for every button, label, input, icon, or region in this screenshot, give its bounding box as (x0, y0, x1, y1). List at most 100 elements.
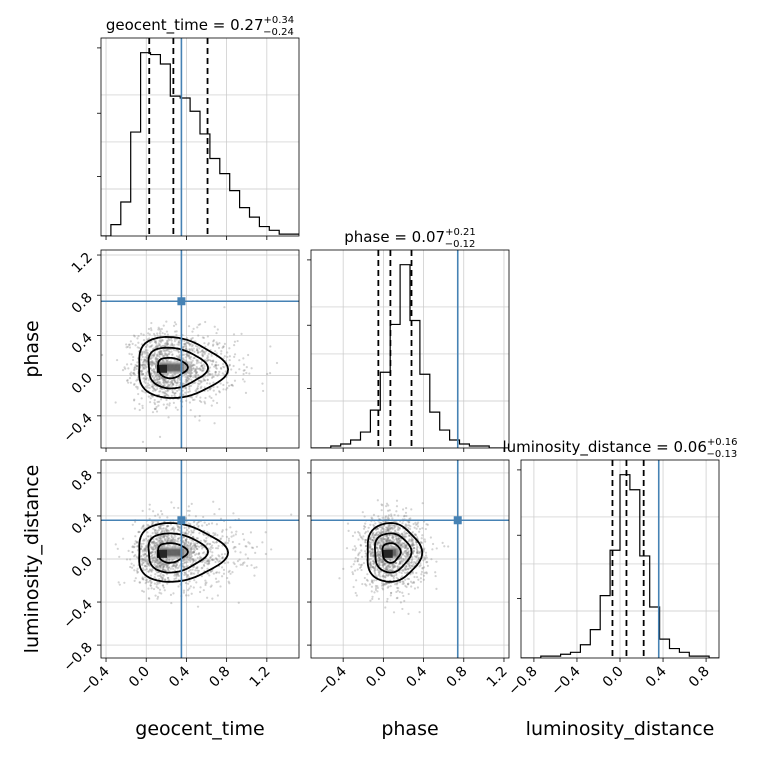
scatter-point (379, 558, 382, 561)
scatter-point (169, 593, 173, 597)
scatter-point (166, 388, 169, 392)
scatter-point (162, 380, 166, 383)
scatter-point (397, 542, 401, 546)
scatter-point (228, 384, 231, 387)
scatter-point (151, 385, 155, 388)
scatter-point (371, 550, 374, 553)
scatter-point (198, 323, 202, 326)
scatter-point (390, 574, 393, 577)
scatter-point (418, 557, 421, 560)
scatter-point (150, 360, 153, 364)
scatter-point (206, 542, 210, 545)
scatter-point (157, 582, 160, 585)
scatter-point (150, 570, 153, 573)
scatter-point (184, 387, 187, 390)
scatter-point (378, 563, 381, 566)
scatter-point (405, 585, 408, 589)
scatter-point (156, 538, 159, 542)
scatter-point (157, 565, 160, 569)
scatter-point (201, 560, 204, 564)
scatter-point (174, 406, 177, 409)
scatter-point (165, 573, 169, 576)
scatter-point (164, 380, 167, 383)
scatter-point (214, 363, 217, 366)
scatter-point (189, 559, 192, 562)
scatter-point (387, 573, 390, 577)
scatter-point (370, 579, 374, 582)
scatter-point (401, 557, 405, 561)
scatter-point (159, 390, 162, 393)
scatter-point (376, 543, 379, 546)
scatter-point (162, 566, 165, 569)
scatter-point (159, 541, 162, 544)
scatter-point (128, 346, 132, 349)
scatter-point (158, 376, 161, 380)
scatter-point (140, 370, 143, 373)
scatter-point (411, 544, 414, 547)
scatter-point (192, 548, 195, 551)
scatter-point (166, 582, 169, 585)
scatter-point (381, 561, 384, 564)
scatter-point (192, 531, 195, 534)
scatter-point (184, 594, 188, 597)
scatter-point (290, 513, 293, 516)
scatter-point (378, 553, 381, 557)
scatter-point (400, 543, 403, 546)
scatter-point (162, 523, 165, 527)
scatter-point (186, 341, 189, 344)
scatter-point (200, 364, 203, 367)
scatter-point (411, 565, 414, 568)
scatter-point (183, 339, 186, 342)
scatter-point (200, 575, 203, 578)
scatter-point (405, 544, 408, 548)
scatter-point (172, 374, 175, 378)
x-axis-label-luminosity-distance: luminosity_distance (526, 718, 715, 740)
scatter-point (150, 541, 153, 544)
scatter-point (154, 546, 157, 549)
scatter-point (373, 567, 377, 570)
scatter-point (132, 546, 136, 549)
scatter-point (176, 408, 179, 411)
scatter-point (403, 558, 406, 562)
scatter-point (172, 540, 176, 543)
scatter-point (148, 401, 152, 404)
scatter-point (199, 368, 202, 372)
scatter-point (233, 379, 237, 382)
scatter-point (409, 517, 412, 520)
scatter-point (379, 547, 382, 550)
scatter-point (186, 376, 189, 379)
scatter-point (240, 332, 243, 335)
scatter-point (162, 565, 165, 568)
scatter-point (162, 527, 165, 530)
scatter-point (144, 549, 147, 552)
scatter-point (163, 332, 167, 336)
scatter-point (376, 541, 380, 544)
scatter-point (386, 544, 389, 547)
scatter-point (386, 516, 390, 519)
scatter-point (351, 534, 355, 538)
scatter-point (181, 559, 185, 563)
scatter-point (191, 344, 195, 347)
density-mode (157, 364, 168, 373)
scatter-point (420, 541, 424, 545)
scatter-point (393, 565, 396, 568)
scatter-point (201, 352, 204, 355)
scatter-point (165, 407, 168, 410)
scatter-point (412, 544, 415, 547)
scatter-point (200, 380, 203, 383)
scatter-point (156, 357, 159, 360)
scatter-point (395, 573, 398, 577)
scatter-point (197, 382, 200, 385)
scatter-point (171, 381, 174, 384)
scatter-point (233, 562, 236, 566)
scatter-point (175, 381, 178, 385)
scatter-point (167, 537, 170, 541)
scatter-point (159, 350, 162, 353)
scatter-point (162, 379, 165, 382)
scatter-point (153, 372, 156, 375)
scatter-point (419, 551, 422, 554)
scatter-point (199, 379, 203, 383)
scatter-point (138, 530, 141, 534)
scatter-point (410, 508, 413, 511)
scatter-point (192, 521, 196, 524)
